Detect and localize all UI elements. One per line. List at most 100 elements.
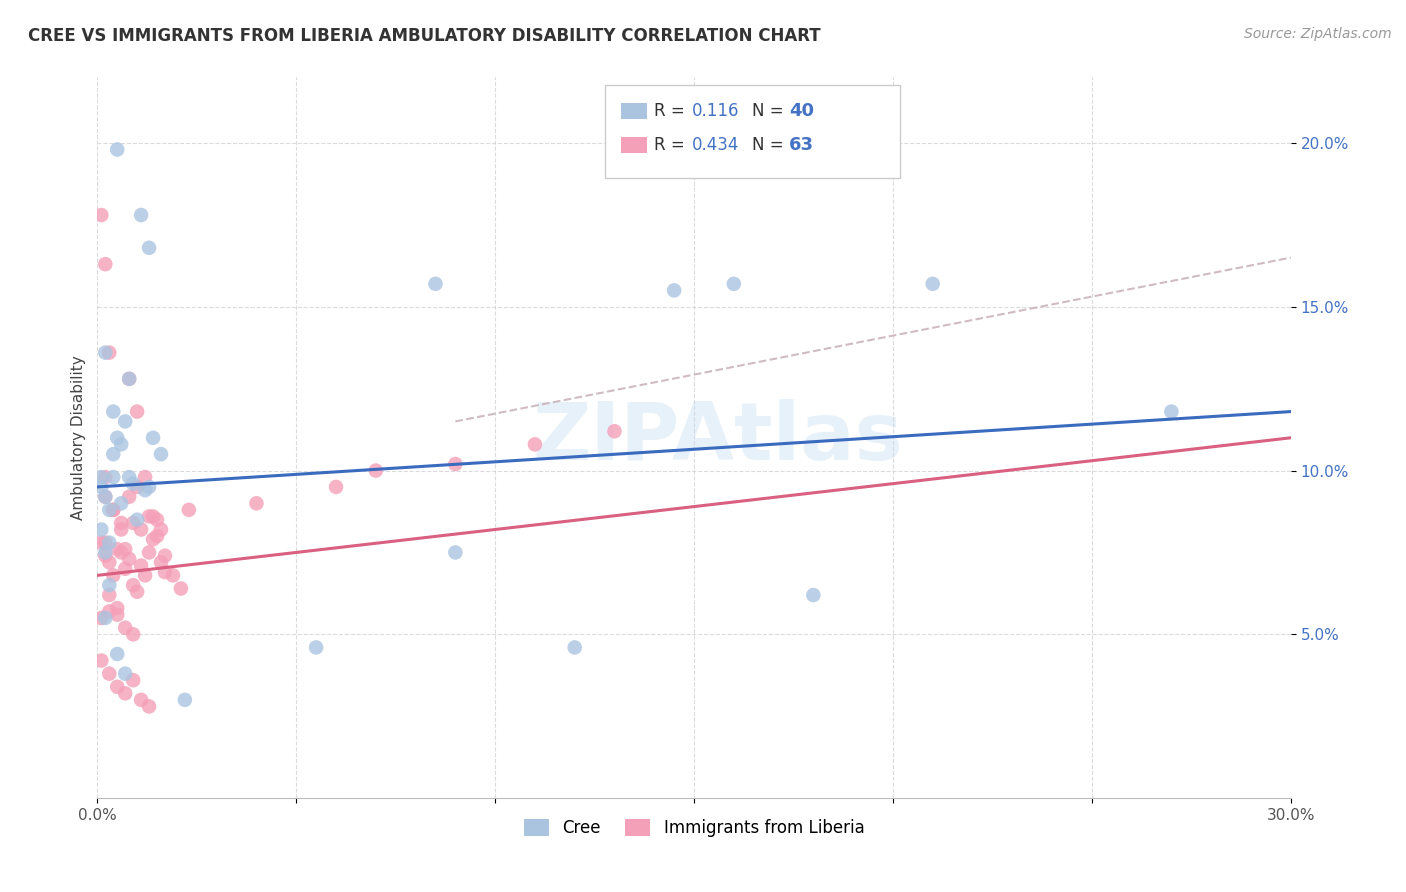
Point (662, 284, 685, 298)
Point (127, 513, 149, 527)
Point (90, 611, 112, 625)
Point (134, 483, 156, 498)
Point (118, 372, 141, 386)
Point (118, 552, 141, 566)
Point (105, 542, 128, 557)
Point (110, 437, 132, 451)
Point (921, 277, 943, 291)
Point (138, 509, 160, 524)
Point (103, 568, 125, 582)
Point (110, 496, 132, 510)
Point (103, 503, 125, 517)
Point (94, 490, 117, 504)
Point (110, 523, 132, 537)
Point (142, 533, 165, 547)
Point (98, 604, 121, 618)
Point (127, 404, 149, 418)
Point (325, 480, 347, 494)
Point (305, 640, 328, 655)
Point (146, 529, 169, 543)
Point (134, 568, 156, 582)
Point (122, 516, 145, 530)
Text: 63: 63 (789, 136, 814, 154)
Point (150, 523, 173, 537)
Point (142, 509, 165, 524)
Point (129, 523, 152, 537)
Point (150, 447, 173, 461)
Point (90, 480, 112, 494)
Point (103, 503, 125, 517)
Point (142, 431, 165, 445)
Point (129, 558, 152, 573)
Text: Source: ZipAtlas.com: Source: ZipAtlas.com (1244, 27, 1392, 41)
Point (103, 470, 125, 484)
Point (98, 535, 121, 549)
Point (90, 523, 112, 537)
Point (103, 447, 125, 461)
Point (114, 621, 136, 635)
Point (94, 345, 117, 359)
Point (118, 470, 141, 484)
Point (134, 470, 156, 484)
Point (94, 257, 117, 271)
Point (105, 607, 128, 622)
Y-axis label: Ambulatory Disability: Ambulatory Disability (72, 355, 86, 520)
Point (138, 480, 160, 494)
Point (118, 372, 141, 386)
Point (129, 208, 152, 222)
Point (114, 414, 136, 428)
Point (103, 404, 125, 418)
Point (105, 601, 128, 615)
Point (127, 480, 149, 494)
Point (245, 496, 267, 510)
Point (90, 470, 112, 484)
Point (425, 277, 447, 291)
Point (803, 588, 825, 602)
Point (138, 699, 160, 714)
Point (110, 516, 132, 530)
Point (564, 640, 586, 655)
Point (170, 582, 193, 596)
Text: 40: 40 (789, 102, 814, 120)
Point (94, 611, 117, 625)
Text: N =: N = (752, 136, 783, 154)
Point (153, 565, 176, 579)
Point (105, 680, 128, 694)
Point (94, 470, 117, 484)
Point (364, 464, 387, 478)
Point (114, 666, 136, 681)
Point (90, 208, 112, 222)
Point (94, 490, 117, 504)
Text: ZIPAtlas: ZIPAtlas (533, 399, 903, 477)
Point (98, 666, 121, 681)
Point (114, 686, 136, 700)
Point (177, 503, 200, 517)
Point (98, 503, 121, 517)
Point (110, 545, 132, 559)
Point (105, 647, 128, 661)
Point (90, 535, 112, 549)
Point (1160, 404, 1182, 418)
Point (98, 578, 121, 592)
Point (122, 627, 145, 641)
Point (94, 549, 117, 563)
Point (127, 584, 149, 599)
Point (173, 693, 195, 707)
Legend: Cree, Immigrants from Liberia: Cree, Immigrants from Liberia (517, 813, 872, 844)
Point (98, 555, 121, 569)
Point (129, 693, 152, 707)
Point (723, 277, 745, 291)
Point (122, 673, 145, 688)
Point (138, 545, 160, 559)
Text: R =: R = (654, 136, 685, 154)
Point (162, 568, 184, 582)
Point (98, 588, 121, 602)
Point (122, 578, 145, 592)
Point (603, 424, 626, 438)
Point (94, 545, 117, 559)
Point (122, 476, 145, 491)
Text: CREE VS IMMIGRANTS FROM LIBERIA AMBULATORY DISABILITY CORRELATION CHART: CREE VS IMMIGRANTS FROM LIBERIA AMBULATO… (28, 27, 821, 45)
Point (444, 545, 467, 559)
Point (444, 457, 467, 471)
Point (105, 431, 128, 445)
